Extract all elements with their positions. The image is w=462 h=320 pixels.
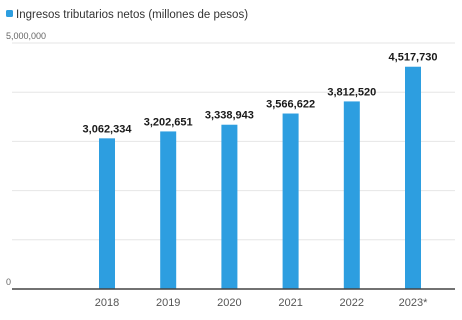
bar-2023	[405, 66, 421, 289]
x-tick-label: 2023*	[399, 297, 428, 309]
x-tick-label: 2021	[278, 297, 302, 309]
value-label: 3,202,651	[144, 116, 193, 128]
x-tick-label: 2018	[95, 297, 119, 309]
y-axis-ticks: 0 5,000,000	[6, 31, 46, 287]
value-label: 4,517,730	[389, 52, 438, 64]
bar-2021	[282, 113, 299, 290]
value-label: 3,062,334	[83, 123, 133, 135]
x-tick-label: 2022	[340, 297, 364, 309]
value-labels: 3,062,334 3,202,651 3,338,943 3,566,622 3,81…	[83, 52, 438, 136]
bar-2019	[160, 131, 177, 289]
bars	[99, 66, 421, 290]
x-tick-label: 2019	[156, 297, 180, 309]
y-tick-label: 0	[6, 277, 11, 287]
value-label: 3,338,943	[205, 110, 254, 122]
value-label: 3,566,622	[266, 99, 315, 111]
bar-2022	[343, 101, 360, 290]
x-tick-label: 2020	[217, 297, 241, 309]
legend: Ingresos tributarios netos (millones de …	[6, 9, 248, 21]
bar-2018	[99, 138, 115, 289]
x-axis-ticks: 2018 2019 2020 2021 2022 2023*	[95, 297, 428, 309]
bar-2020	[221, 124, 238, 290]
legend-swatch	[6, 10, 13, 17]
legend-label: Ingresos tributarios netos (millones de …	[16, 9, 248, 21]
value-label: 3,812,520	[327, 86, 376, 98]
y-tick-label: 5,000,000	[6, 31, 46, 41]
